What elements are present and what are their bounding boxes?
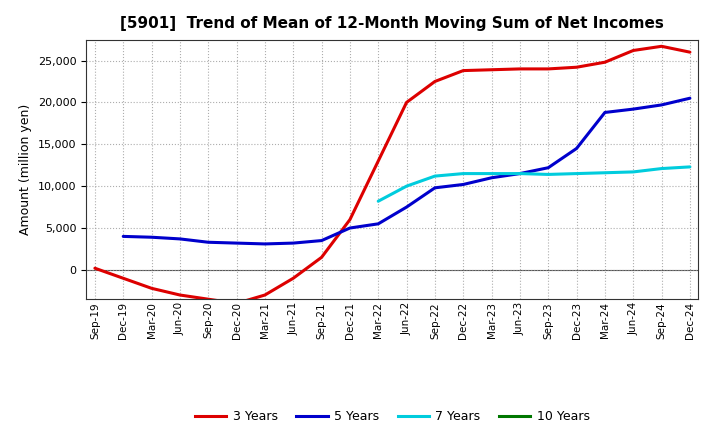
3 Years: [289, 275, 297, 281]
3 Years: [204, 297, 212, 302]
Line: 3 Years: 3 Years: [95, 46, 690, 304]
3 Years: [487, 67, 496, 73]
7 Years: [374, 198, 382, 204]
Title: [5901]  Trend of Mean of 12-Month Moving Sum of Net Incomes: [5901] Trend of Mean of 12-Month Moving …: [120, 16, 665, 32]
3 Years: [459, 68, 467, 73]
5 Years: [402, 205, 411, 210]
3 Years: [261, 292, 269, 297]
3 Years: [148, 286, 156, 291]
3 Years: [374, 158, 382, 164]
5 Years: [459, 182, 467, 187]
5 Years: [572, 146, 581, 151]
7 Years: [402, 183, 411, 189]
5 Years: [544, 165, 552, 170]
3 Years: [600, 59, 609, 65]
5 Years: [516, 171, 524, 176]
3 Years: [233, 301, 241, 306]
3 Years: [346, 217, 354, 222]
3 Years: [516, 66, 524, 72]
7 Years: [685, 164, 694, 169]
7 Years: [544, 172, 552, 177]
3 Years: [572, 65, 581, 70]
3 Years: [318, 255, 326, 260]
5 Years: [685, 95, 694, 101]
Line: 5 Years: 5 Years: [123, 98, 690, 244]
5 Years: [431, 185, 439, 191]
3 Years: [629, 48, 637, 53]
3 Years: [657, 44, 666, 49]
5 Years: [261, 241, 269, 246]
5 Years: [487, 175, 496, 180]
7 Years: [487, 171, 496, 176]
7 Years: [600, 170, 609, 176]
5 Years: [119, 234, 127, 239]
Legend: 3 Years, 5 Years, 7 Years, 10 Years: 3 Years, 5 Years, 7 Years, 10 Years: [190, 405, 595, 428]
5 Years: [629, 106, 637, 112]
Line: 7 Years: 7 Years: [378, 167, 690, 201]
3 Years: [176, 292, 184, 297]
3 Years: [91, 266, 99, 271]
7 Years: [431, 173, 439, 179]
7 Years: [516, 171, 524, 176]
Y-axis label: Amount (million yen): Amount (million yen): [19, 104, 32, 235]
7 Years: [459, 171, 467, 176]
5 Years: [176, 236, 184, 242]
7 Years: [629, 169, 637, 175]
5 Years: [600, 110, 609, 115]
7 Years: [572, 171, 581, 176]
5 Years: [289, 240, 297, 246]
3 Years: [431, 79, 439, 84]
5 Years: [204, 240, 212, 245]
3 Years: [119, 275, 127, 281]
5 Years: [318, 238, 326, 243]
5 Years: [657, 102, 666, 107]
5 Years: [346, 225, 354, 231]
3 Years: [685, 50, 694, 55]
3 Years: [402, 100, 411, 105]
5 Years: [374, 221, 382, 227]
3 Years: [544, 66, 552, 72]
7 Years: [657, 166, 666, 171]
5 Years: [233, 240, 241, 246]
5 Years: [148, 235, 156, 240]
